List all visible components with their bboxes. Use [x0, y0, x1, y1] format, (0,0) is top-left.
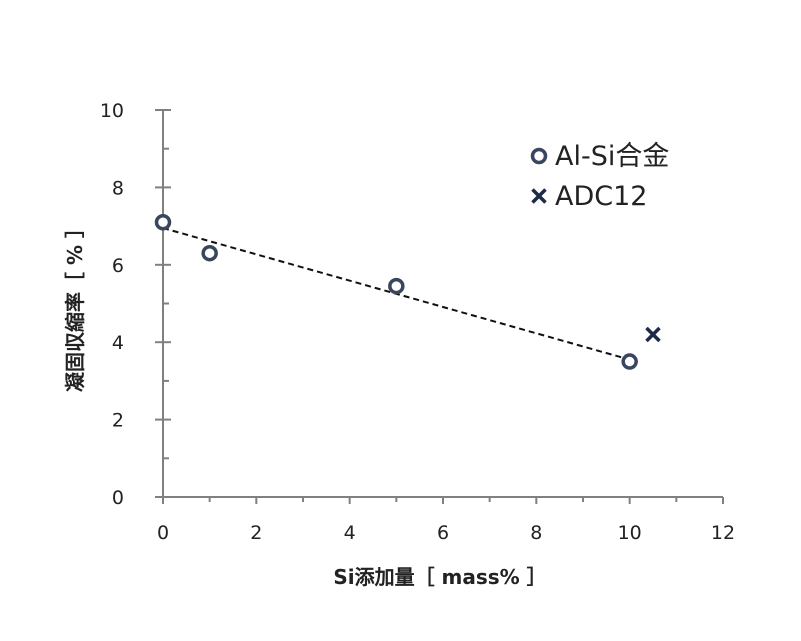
data-point-circle [154, 213, 172, 231]
x-tick-label: 10 [618, 522, 642, 544]
legend-marker-circle [530, 147, 548, 165]
x-axis-title: Si添加量［ mass% ］ [333, 565, 546, 589]
legend-label-al-si: Al-Si合金 [555, 141, 669, 172]
y-tick-label: 6 [112, 255, 124, 277]
y-axis-title: 凝固収縮率［ % ］ [63, 218, 87, 392]
legend: Al-Si合金 ADC12 [530, 141, 669, 212]
x-tick-label: 0 [157, 522, 169, 544]
data-point-cross [645, 326, 661, 343]
y-tick-label: 8 [112, 177, 124, 199]
legend-circle-icon [530, 147, 548, 165]
y-tick-label: 10 [100, 100, 124, 122]
legend-label-adc12: ADC12 [555, 181, 647, 212]
tick-labels: 0 2 4 6 8 10 12 0 2 4 6 8 10 [100, 100, 735, 544]
legend-cross-icon [531, 188, 547, 204]
x-tick-label: 4 [344, 522, 356, 544]
x-tick-label: 12 [711, 522, 735, 544]
data-point-circle [621, 353, 638, 370]
x-tick-label: 8 [530, 522, 542, 544]
data-point-circle [201, 244, 218, 262]
cross-stroke [645, 326, 661, 343]
legend-marker-cross [531, 188, 547, 204]
x-tick-label: 2 [250, 522, 262, 544]
y-tick-label: 0 [112, 487, 124, 509]
x-tick-label: 6 [437, 522, 449, 544]
y-tick-label: 4 [112, 332, 124, 354]
data-point-circle [388, 277, 405, 295]
cross-stroke [531, 188, 547, 204]
data-points [154, 213, 661, 370]
y-tick-label: 2 [112, 410, 124, 432]
